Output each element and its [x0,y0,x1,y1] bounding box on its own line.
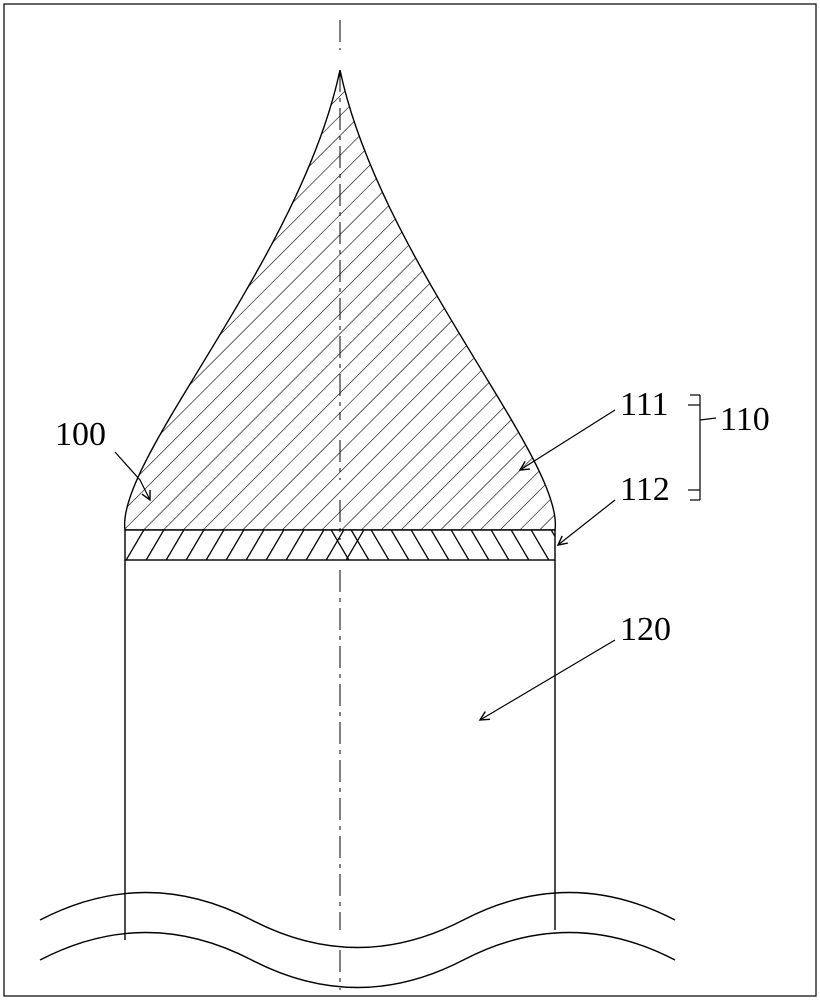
label-112-leader [558,500,615,545]
label-112: 112 [620,471,670,508]
break-line-lower [40,933,675,988]
bracket-to-110 [700,418,716,420]
break-line-upper [40,893,675,948]
label-120-leader [480,640,615,720]
diagram-canvas: 100 111 112 120 110 [0,0,820,1000]
label-111: 111 [620,386,668,423]
label-111-leader [520,410,615,470]
region-112-chevrons [105,528,590,562]
label-120: 120 [620,611,671,648]
label-110: 110 [720,401,770,438]
label-100: 100 [55,416,106,453]
